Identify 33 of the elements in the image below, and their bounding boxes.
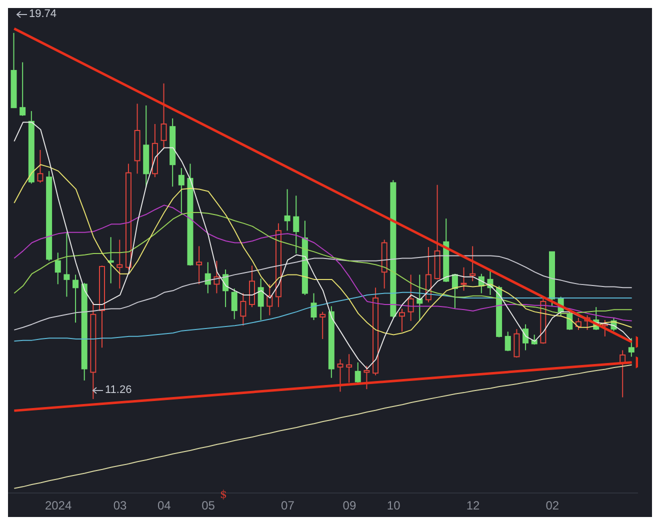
x-tick-label: 07	[281, 498, 295, 513]
candlestick	[143, 104, 150, 188]
x-tick-label: 10	[386, 498, 401, 513]
candlestick	[170, 118, 176, 188]
candlestick	[620, 350, 626, 398]
candlestick	[134, 103, 140, 174]
text: $	[220, 488, 227, 501]
candlestick	[275, 222, 282, 308]
candlestick	[116, 239, 123, 290]
candlestick	[178, 168, 184, 215]
candlestick	[266, 284, 273, 316]
x-tick-label: 12	[466, 498, 480, 513]
candlestick	[425, 246, 432, 303]
x-tick-label: 05	[202, 498, 216, 513]
candlestick	[160, 82, 167, 148]
x-tick-label: 02	[546, 498, 560, 513]
candlestick	[72, 274, 79, 324]
x-tick-label: 09	[342, 498, 356, 513]
candlestick	[293, 195, 300, 254]
candlestick	[284, 188, 290, 232]
candlestick	[328, 306, 334, 378]
candlestick	[346, 354, 352, 384]
x-tick-label: 2024	[44, 498, 72, 513]
x-tick-label: 04	[157, 498, 172, 513]
x-tick-label: 03	[113, 498, 128, 513]
candlestick	[64, 232, 70, 298]
text: 19.74	[29, 8, 57, 20]
candlestick	[258, 278, 264, 321]
candlestick	[214, 260, 220, 294]
annotation: 11.26	[105, 384, 132, 396]
candlestick	[196, 246, 202, 285]
candlestick	[90, 302, 96, 400]
candlestick	[408, 274, 414, 322]
